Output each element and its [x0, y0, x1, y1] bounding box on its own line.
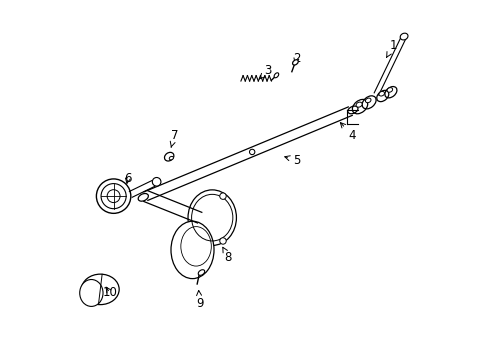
Text: 10: 10 — [102, 287, 117, 300]
Ellipse shape — [292, 60, 298, 65]
Polygon shape — [143, 107, 351, 201]
Ellipse shape — [355, 102, 362, 107]
Ellipse shape — [80, 279, 103, 306]
Ellipse shape — [347, 106, 357, 114]
Text: 1: 1 — [386, 39, 396, 57]
Polygon shape — [143, 191, 202, 223]
Text: 8: 8 — [223, 247, 232, 264]
Text: 6: 6 — [124, 172, 131, 185]
Ellipse shape — [153, 179, 160, 185]
Ellipse shape — [138, 194, 148, 201]
Ellipse shape — [386, 87, 392, 92]
Ellipse shape — [198, 270, 204, 275]
Ellipse shape — [81, 274, 119, 305]
Ellipse shape — [365, 98, 370, 103]
Circle shape — [219, 238, 226, 244]
Polygon shape — [129, 181, 154, 197]
Circle shape — [249, 149, 254, 154]
Ellipse shape — [274, 73, 278, 78]
Circle shape — [152, 177, 161, 186]
Ellipse shape — [171, 221, 214, 279]
Circle shape — [250, 150, 253, 153]
Ellipse shape — [378, 91, 384, 96]
Ellipse shape — [187, 190, 236, 246]
Ellipse shape — [399, 33, 407, 40]
Text: 2: 2 — [292, 51, 300, 64]
Text: 4: 4 — [340, 123, 355, 142]
Text: 5: 5 — [284, 154, 300, 167]
Text: 7: 7 — [170, 129, 178, 147]
Ellipse shape — [169, 156, 173, 160]
Text: 3: 3 — [259, 64, 271, 79]
Text: 9: 9 — [196, 291, 203, 310]
Polygon shape — [373, 36, 406, 95]
Circle shape — [219, 193, 226, 199]
